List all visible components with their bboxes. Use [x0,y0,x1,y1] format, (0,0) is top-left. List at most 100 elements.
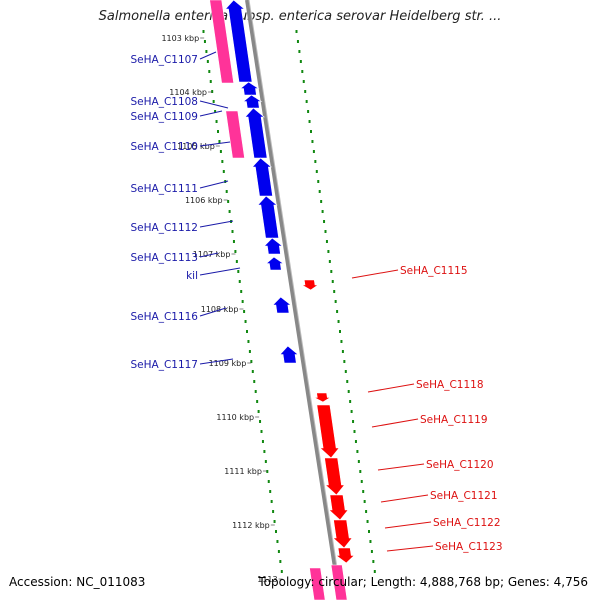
tick-label: 1111 kbp [224,467,262,476]
gc-dot [243,310,246,313]
gc-dot [208,70,211,73]
gc-dot [310,130,312,133]
gc-dot [222,170,225,173]
gc-dot [308,120,311,123]
gc-dot [261,440,264,443]
gc-dot [373,570,376,573]
gene-label-connector [199,100,229,109]
gc-dot [337,320,340,323]
gc-dot [270,500,273,503]
gc-dot [275,530,277,533]
gc-dot [368,530,370,533]
gc-dot [334,300,337,303]
gc-dot [354,440,357,443]
reverse-gene [224,0,253,83]
gc-dot [247,340,250,343]
gc-dot [279,560,282,563]
gc-dot [235,260,238,263]
gc-dot [340,340,343,343]
gc-dot [366,520,369,523]
forward-gene [316,404,340,459]
gc-dot [336,310,339,313]
gc-dot [215,120,218,123]
gc-dot [256,400,259,403]
gc-dot [280,570,283,573]
gc-dot [344,370,347,373]
gene-label-connector [351,269,399,279]
gc-dot [370,550,373,553]
tick-label: 1109 kbp [209,359,247,368]
gc-dot [356,450,359,453]
gc-dot [205,50,208,53]
tick-label: 1105 kbp [177,142,215,151]
gene-label-reverse: SeHA_C1116 [130,311,198,323]
gc-dot [263,450,266,453]
gc-dot [254,390,257,393]
gc-dot [241,300,244,303]
tick-label: 1112 kbp [232,521,270,530]
gc-dot [237,270,240,273]
gc-dot [331,280,334,283]
gc-dot [350,410,353,413]
gene-label-connector [199,220,234,228]
gene-label-connector [384,521,432,529]
gc-dot [315,170,318,173]
gc-dot [257,410,260,413]
reverse-gene [263,237,284,255]
gene-label-reverse: SeHA_C1113 [130,252,198,264]
gc-dot [347,390,350,393]
gc-dot [225,190,228,193]
gene-label-reverse: SeHA_C1111 [130,183,198,195]
gc-dot [321,210,324,213]
gene-label-connector [367,383,415,393]
map-title: Salmonella enterica subsp. enterica sero… [98,9,502,24]
forward-gene [314,392,332,403]
gene-label-connector [199,307,227,317]
gc-dot [307,110,310,113]
gc-dot [259,420,262,423]
gene-label-reverse: SeHA_C1108 [130,96,198,108]
gc-dot [359,470,362,473]
gc-dot [325,240,328,243]
gc-dot [277,550,280,553]
gc-dot [298,50,301,53]
gc-dot [295,30,298,33]
gc-dot [214,110,217,113]
gc-dot [251,370,254,373]
gc-dot [317,180,320,183]
gc-dot [312,150,315,153]
gene-label-forward: SeHA_C1119 [420,414,488,426]
gc-dot [320,200,323,203]
gene-label-connector [377,463,425,471]
gc-dot [264,460,267,463]
gc-dot [296,40,299,43]
gc-dot [362,490,365,493]
gene-label-forward: SeHA_C1115 [400,265,468,277]
gc-dot [341,350,344,353]
tick-label: 1103 kbp [161,34,199,43]
reverse-gene [279,345,299,364]
gene-label-forward: SeHA_C1120 [426,459,494,471]
forward-gene [335,547,355,564]
accession-text: Accession: NC_011083 [9,575,146,589]
gc-dot [217,130,219,133]
gene-label-connector [199,252,219,258]
gc-dot [353,430,356,433]
gene-label-connector [371,418,419,428]
gc-dot [330,270,333,273]
gc-dot [250,360,253,363]
gc-dot [363,500,366,503]
backbone-highlight [248,0,343,600]
gene-label-reverse: SeHA_C1117 [130,359,198,371]
tick-label: 1106 kbp [185,196,223,205]
reverse-gene [242,94,263,109]
gc-dot [240,290,243,293]
gene-label-reverse: kil [186,270,198,282]
gc-dot [202,30,205,33]
gene-label-connector [386,545,434,552]
gc-dot [227,200,230,203]
reverse-gene [251,157,273,197]
gc-dot [333,290,336,293]
